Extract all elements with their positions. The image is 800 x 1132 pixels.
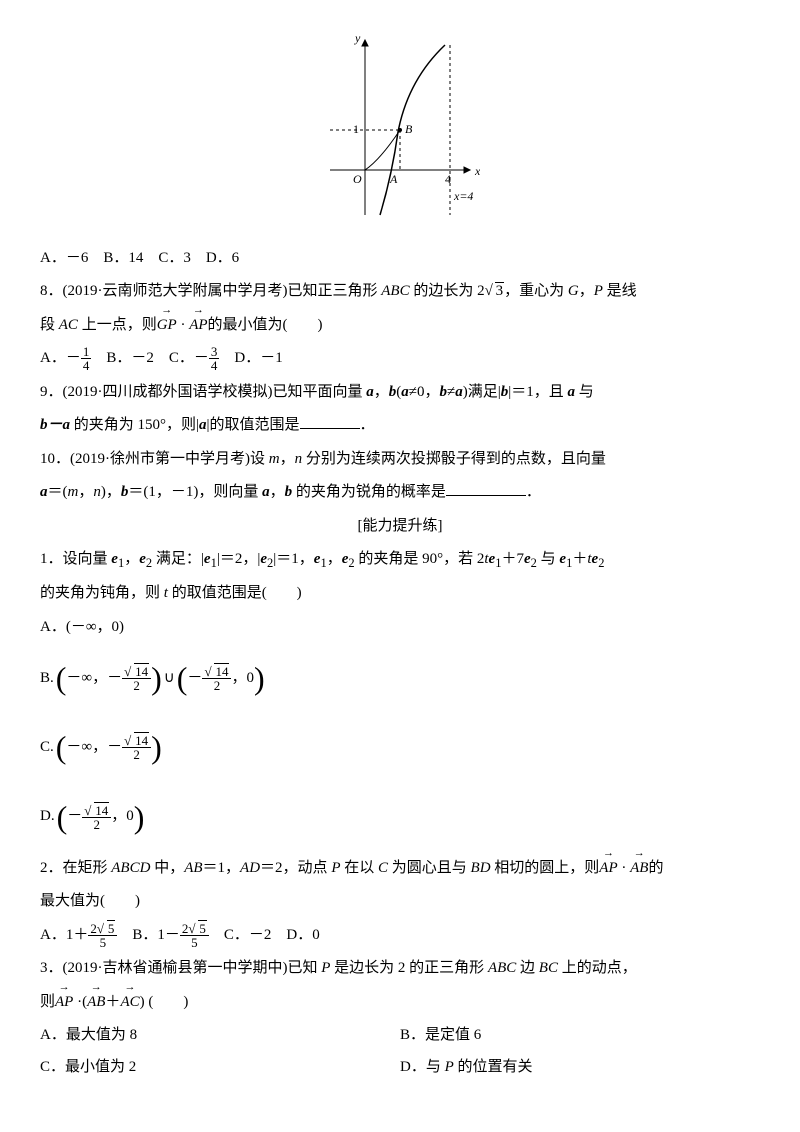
p3-options-row2: C．最小值为 2D．与 P 的位置有关: [40, 1052, 760, 1084]
q9-line1: 9．(2019·四川成都外国语学校模拟)已知平面向量 a，b(a≠0，b≠a)满…: [40, 377, 760, 409]
p2-line2: 最大值为( ): [40, 886, 760, 918]
p3-line1: 3．(2019·吉林省通榆县第一中学期中)已知 P 是边长为 2 的正三角形 A…: [40, 953, 760, 985]
p1-line2: 的夹角为钝角，则 t 的取值范围是( ): [40, 578, 760, 610]
svg-text:4: 4: [445, 172, 451, 186]
p3-options-row1: A．最大值为 8B．是定值 6: [40, 1020, 760, 1052]
q8-line2: 段 AC 上一点，则GP · AP的最小值为( ): [40, 310, 760, 342]
p1-optA: A．(－∞，0): [40, 612, 760, 644]
q7-options: A．－6 B．14 C．3 D．6: [40, 243, 760, 275]
p2-options: A．1＋255 B．1－255 C．－2 D．0: [40, 920, 760, 952]
svg-text:1: 1: [353, 122, 359, 136]
coordinate-figure: x y O A B 1 4 x=4: [40, 30, 760, 233]
p3-line2: 则AP ·(AB＋AC) ( ): [40, 987, 760, 1019]
p2-line1: 2．在矩形 ABCD 中，AB＝1，AD＝2，动点 P 在以 C 为圆心且与 B…: [40, 853, 760, 885]
q8-options: A．－14 B．－2 C．－34 D．－1: [40, 343, 760, 375]
q8-line1: 8．(2019·云南师范大学附属中学月考)已知正三角形 ABC 的边长为 23，…: [40, 276, 760, 308]
svg-text:x=4: x=4: [453, 189, 473, 203]
q9-line2: b－a 的夹角为 150°，则|a|的取值范围是．: [40, 410, 760, 442]
p1-optB: B. －∞，－142 ∪ －142，0: [40, 645, 760, 712]
section-title: [能力提升练]: [40, 511, 760, 543]
svg-text:B: B: [405, 122, 413, 136]
svg-text:y: y: [354, 31, 361, 45]
p1-optD: D. －142，0: [40, 784, 760, 851]
q10-line2: a＝(m，n)，b＝(1，－1)，则向量 a，b 的夹角为锐角的概率是．: [40, 477, 760, 509]
svg-text:O: O: [353, 172, 362, 186]
p1-optC: C. －∞，－142: [40, 714, 760, 781]
svg-text:A: A: [389, 172, 398, 186]
p1-line1: 1．设向量 e1，e2 满足：|e1|＝2，|e2|＝1，e1，e2 的夹角是 …: [40, 544, 760, 576]
svg-text:x: x: [474, 164, 480, 178]
q10-line1: 10．(2019·徐州市第一中学月考)设 m，n 分别为连续两次投掷骰子得到的点…: [40, 444, 760, 476]
